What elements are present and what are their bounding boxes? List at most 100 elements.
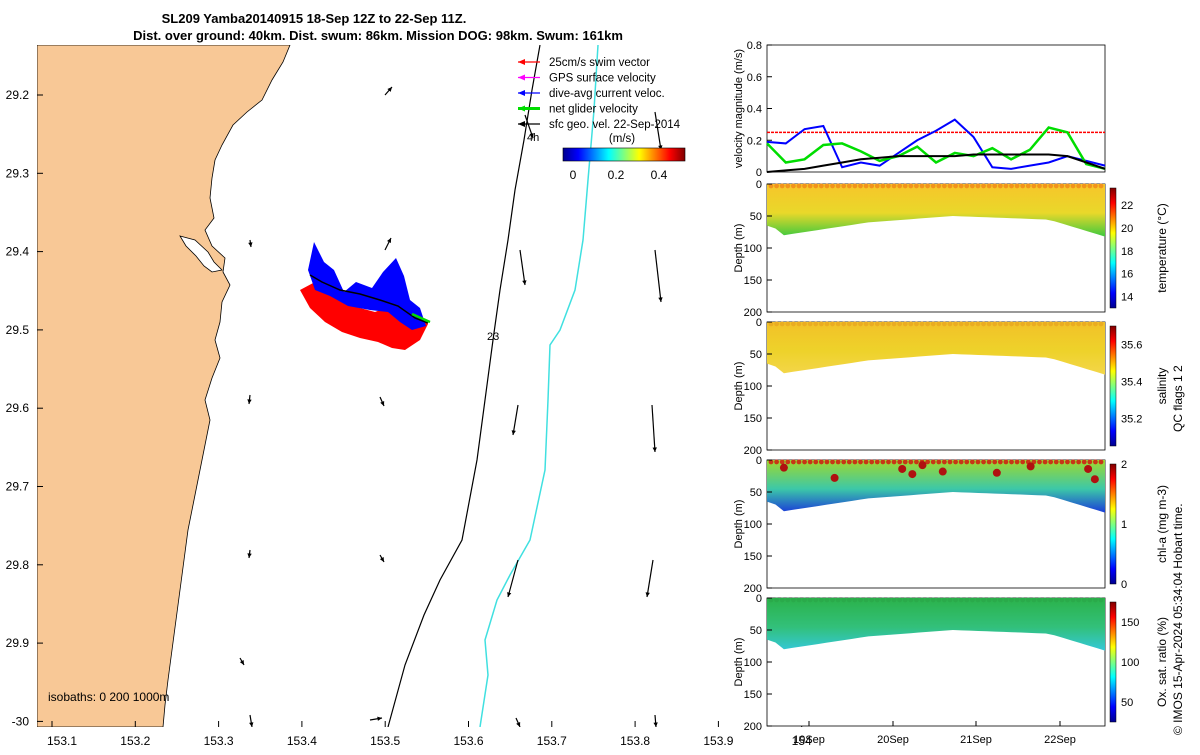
- section-sample-dot: [1009, 321, 1014, 327]
- depth-tick-label: 150: [744, 689, 762, 701]
- map-y-tick-label: 29.7: [6, 480, 30, 494]
- geo-velocity-arrow: [512, 404, 519, 436]
- section-sample-dot: [802, 321, 807, 327]
- arrow-head: [387, 87, 392, 92]
- section-sample-dot: [824, 321, 830, 327]
- section-sample-dot: [975, 597, 981, 603]
- map-x-tick-label: 153.3: [204, 734, 234, 748]
- depth-tick-label: 100: [744, 381, 762, 393]
- map-panel: 153.1 153.2 153.3 153.4 153.5 153.6 153.7 153.8…: [6, 45, 812, 748]
- net-glider-vector-marker: [411, 312, 431, 324]
- legend-arrowhead: [518, 105, 525, 112]
- legend-label: sfc geo. vel. 22-Sep-2014: [549, 119, 681, 131]
- depth-tick-label: 200: [744, 445, 762, 457]
- section-sample-dot: [1065, 321, 1070, 327]
- section-sample-dot: [790, 183, 796, 189]
- section-panel: 0 50 100 150 200 Depth (m) 35.6 35.4 35.2 salinit…: [733, 317, 1169, 457]
- map-y-tick-label: 29.4: [6, 245, 30, 259]
- section-sample-dot: [813, 183, 819, 189]
- legend-arrowhead: [518, 90, 525, 96]
- section-sample-dot: [846, 183, 852, 189]
- velocity-axes-box: [766, 44, 1106, 173]
- section-sample-dot: [858, 321, 863, 327]
- section-sample-dot: [1042, 321, 1048, 327]
- section-sample-dot: [1037, 321, 1042, 327]
- section-sample-dot: [824, 183, 830, 189]
- section-sample-dot: [992, 597, 998, 603]
- section-sample-dot: [1031, 321, 1037, 327]
- map-x-tick-label: 153.8: [620, 734, 650, 748]
- section-sample-dot: [874, 597, 880, 603]
- section-sample-dot: [835, 459, 841, 465]
- section-sample-dot: [807, 183, 813, 189]
- section-sample-dot: [1003, 459, 1009, 465]
- map-x-tick-label: 153.9: [703, 734, 733, 748]
- section-sample-dot: [852, 183, 858, 189]
- section-sample-dot: [1076, 459, 1082, 465]
- velocity-y-tick-label: 0.2: [747, 135, 762, 147]
- geo-velocity-arrow: [654, 249, 662, 303]
- section-sample-dot: [830, 459, 835, 465]
- depth-tick-label: 150: [744, 275, 762, 287]
- section-sample-dot: [964, 183, 970, 189]
- map-y-tick-label: 29.5: [6, 323, 30, 337]
- section-sample-dot: [1098, 183, 1104, 189]
- velocity-ylabel: velocity magnitude (m/s): [733, 49, 745, 168]
- section-sample-dot: [863, 321, 869, 327]
- section-sample-dot: [796, 597, 802, 603]
- legend-label: GPS surface velocity: [549, 73, 656, 85]
- section-sample-dot: [1037, 597, 1042, 603]
- section-sample-dot: [1020, 597, 1026, 603]
- section-sample-dot: [1025, 321, 1031, 327]
- section-sample-dot: [774, 459, 779, 465]
- section-sample-dot: [807, 321, 813, 327]
- depth-axis-label: Depth (m): [733, 500, 745, 549]
- section-sample-dot: [908, 183, 914, 189]
- section-sample-dot: [1087, 597, 1093, 603]
- section-colorbar: [1109, 325, 1117, 447]
- section-sample-dot: [1076, 597, 1082, 603]
- isobath-label: isobaths: 0 200 1000m: [48, 690, 169, 704]
- colorbar-tick-label: 22: [1121, 200, 1133, 212]
- legend-entry: dive-avg current veloc.: [518, 88, 665, 100]
- colorbar-gradient: [562, 147, 686, 162]
- section-panel: 0 50 100 150 200 Depth (m) 2 1 0 chl-a (mg m-3): [733, 455, 1169, 595]
- section-sample-dot: [1003, 183, 1009, 189]
- arrow-head: [511, 430, 516, 435]
- velocity-series-line: [766, 153, 1106, 173]
- section-sample-dot: [997, 459, 1003, 465]
- section-sample-dot: [930, 597, 936, 603]
- section-sample-dot: [947, 459, 953, 465]
- section-sample-dot: [1025, 183, 1031, 189]
- section-sample-dot: [1009, 597, 1014, 603]
- depth-tick-label: 50: [750, 625, 762, 637]
- section-panel: 0 50 100 150 200 Depth (m) 150 100 50 Ox. sat. ra…: [733, 593, 1169, 733]
- section-sample-dot: [1048, 321, 1054, 327]
- section-sample-dot: [1009, 459, 1014, 465]
- chl-hotspot: [908, 470, 917, 479]
- section-sample-dot: [919, 597, 925, 603]
- section-sample-dot: [953, 183, 958, 189]
- legend-arrowhead: [518, 74, 525, 81]
- section-sample-dot: [841, 183, 847, 189]
- surface-velocity-arrows: [239, 86, 663, 727]
- section-sample-dot: [880, 597, 886, 603]
- section-sample-dot: [969, 321, 975, 327]
- section-sample-dot: [953, 321, 958, 327]
- section-sample-dot: [1081, 183, 1087, 189]
- section-sample-dot: [807, 597, 813, 603]
- velocity-series-line: [766, 118, 1106, 170]
- section-sample-dot: [779, 459, 785, 465]
- section-sample-dot: [914, 321, 919, 327]
- arrow-head: [247, 553, 252, 558]
- section-sample-dot: [902, 597, 908, 603]
- time-tick-label: 20Sep: [877, 734, 909, 746]
- section-sample-dot: [1025, 597, 1031, 603]
- arrow-head: [507, 592, 512, 597]
- section-sample-dot: [975, 321, 981, 327]
- coastline-land: [37, 45, 291, 727]
- swath-blue: [308, 242, 426, 330]
- section-sample-dot: [774, 183, 779, 189]
- section-sample-dot: [958, 321, 964, 327]
